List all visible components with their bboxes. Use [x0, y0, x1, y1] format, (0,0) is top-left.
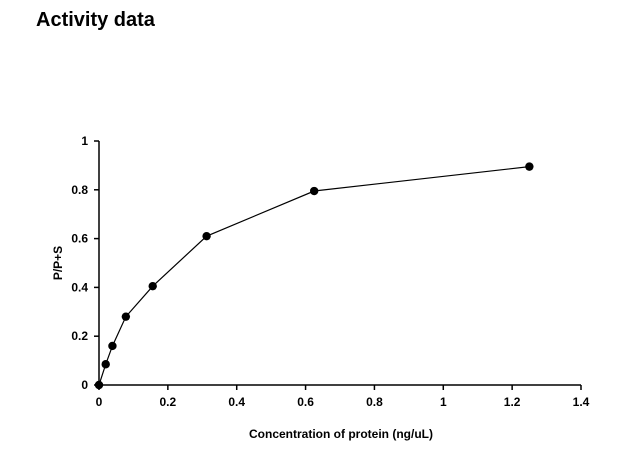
x-tick-label: 1: [440, 395, 447, 409]
data-point: [309, 186, 319, 196]
y-tick-label: 0.4: [71, 280, 88, 294]
y-tick-label: 0: [81, 378, 88, 392]
data-point: [94, 380, 104, 390]
series-line: [98, 166, 530, 386]
x-tick-label: 0.6: [297, 395, 314, 409]
data-points: [94, 162, 534, 390]
x-axis-label: Concentration of protein (ng/uL): [249, 427, 433, 441]
axes: 0 0.2 0.4 0.6 0.8 1 1.2 1.4 0 0.2 0.4 0.6 0.8 1: [71, 134, 589, 409]
data-point: [202, 231, 211, 241]
y-tick-label: 0.6: [71, 232, 88, 246]
y-tick-label: 0.2: [71, 329, 88, 343]
page-title: Activity data: [36, 9, 155, 31]
y-axis-label: P/P+S: [51, 246, 65, 280]
x-tick-label: 0.4: [228, 395, 245, 409]
series-line-group: [98, 166, 530, 386]
data-point: [101, 360, 110, 369]
x-tick-label: 0.2: [160, 395, 177, 409]
data-point: [148, 281, 157, 291]
y-tick-label: 1: [81, 134, 88, 148]
x-tick-label: 1.2: [504, 395, 521, 409]
x-tick-label: 1.4: [573, 395, 590, 409]
data-point: [108, 341, 117, 351]
data-point: [121, 312, 131, 321]
x-tick-label: 0: [96, 395, 103, 409]
data-point: [525, 162, 534, 171]
y-tick-label: 0.8: [71, 183, 88, 197]
x-tick-label: 0.8: [366, 395, 383, 409]
